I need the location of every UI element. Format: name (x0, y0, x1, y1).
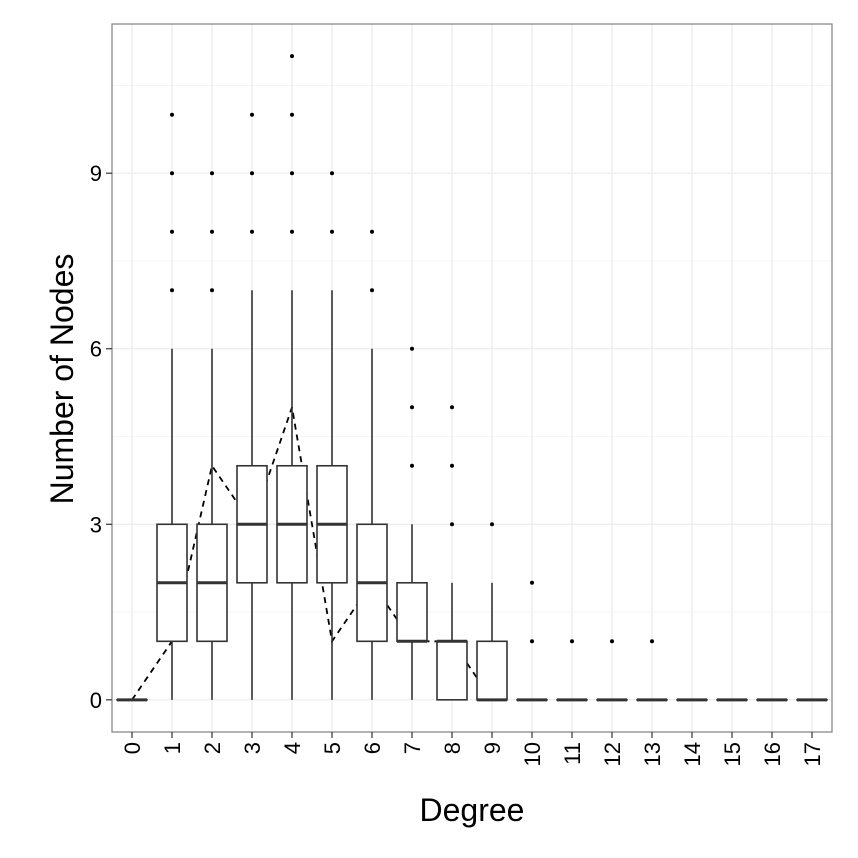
y-tick-label: 0 (90, 688, 102, 713)
box-1 (156, 112, 188, 700)
x-tick-label: 8 (440, 742, 465, 754)
outlier-point (530, 580, 534, 585)
x-tick-label: 4 (280, 742, 305, 754)
reference-line (131, 407, 493, 701)
outlier-point (370, 229, 374, 234)
box-body (436, 640, 468, 701)
outlier-point (290, 229, 294, 234)
x-tick-label: 11 (560, 742, 585, 765)
outlier-point (450, 522, 454, 527)
y-tick-label: 6 (90, 337, 102, 362)
outlier-point (210, 229, 214, 234)
box-6 (356, 229, 388, 700)
reference-dashed-line (131, 407, 493, 701)
outlier-point (290, 112, 294, 117)
box-3 (236, 112, 268, 700)
x-tick-label: 16 (760, 742, 785, 766)
outlier-point (410, 346, 414, 351)
x-tick-label: 10 (520, 742, 545, 766)
outlier-point (290, 54, 294, 59)
x-tick-label: 15 (720, 742, 745, 766)
outlier-point (370, 288, 374, 293)
outlier-point (410, 405, 414, 410)
x-axis-title: Degree (420, 792, 525, 828)
outlier-point (450, 405, 454, 410)
x-tick-label: 12 (600, 742, 625, 766)
outlier-point (450, 463, 454, 468)
y-tick-label: 9 (90, 161, 102, 186)
x-tick-label: 1 (160, 742, 185, 754)
outlier-point (650, 639, 654, 644)
outlier-point (250, 171, 254, 176)
outlier-point (290, 171, 294, 176)
outlier-point (330, 171, 334, 176)
outlier-point (210, 288, 214, 293)
plot-panel-border (111, 23, 833, 733)
outlier-point (250, 229, 254, 234)
box-4 (276, 54, 308, 700)
outlier-point (170, 112, 174, 117)
outlier-point (610, 639, 614, 644)
x-tick-label: 9 (480, 742, 505, 754)
outlier-point (170, 229, 174, 234)
box-10 (516, 580, 548, 702)
outlier-point (170, 288, 174, 293)
x-tick-label: 5 (320, 742, 345, 754)
box-12 (596, 639, 628, 702)
box-2 (196, 171, 228, 700)
box-13 (636, 639, 668, 702)
x-tick-label: 3 (240, 742, 265, 754)
box-9 (476, 522, 508, 702)
outlier-point (210, 171, 214, 176)
box-8 (436, 405, 468, 701)
x-tick-label: 17 (800, 742, 825, 766)
outlier-point (250, 112, 254, 117)
x-tick-label: 14 (680, 742, 705, 766)
y-axis-title: Number of Nodes (44, 254, 80, 505)
outlier-point (490, 522, 494, 527)
outlier-point (570, 639, 574, 644)
x-tick-label: 13 (640, 742, 665, 766)
outlier-point (170, 171, 174, 176)
box-body (476, 640, 508, 701)
x-tick-label: 2 (200, 742, 225, 754)
x-tick-label: 0 (120, 742, 145, 754)
outlier-point (330, 229, 334, 234)
y-tick-label: 3 (90, 512, 102, 537)
outlier-point (410, 463, 414, 468)
outlier-point (530, 639, 534, 644)
box-body (396, 581, 428, 643)
boxes (116, 54, 828, 702)
box-11 (556, 639, 588, 702)
x-tick-label: 7 (400, 742, 425, 754)
box-5 (316, 171, 348, 700)
box-7 (396, 346, 428, 700)
x-tick-label: 6 (360, 742, 385, 754)
